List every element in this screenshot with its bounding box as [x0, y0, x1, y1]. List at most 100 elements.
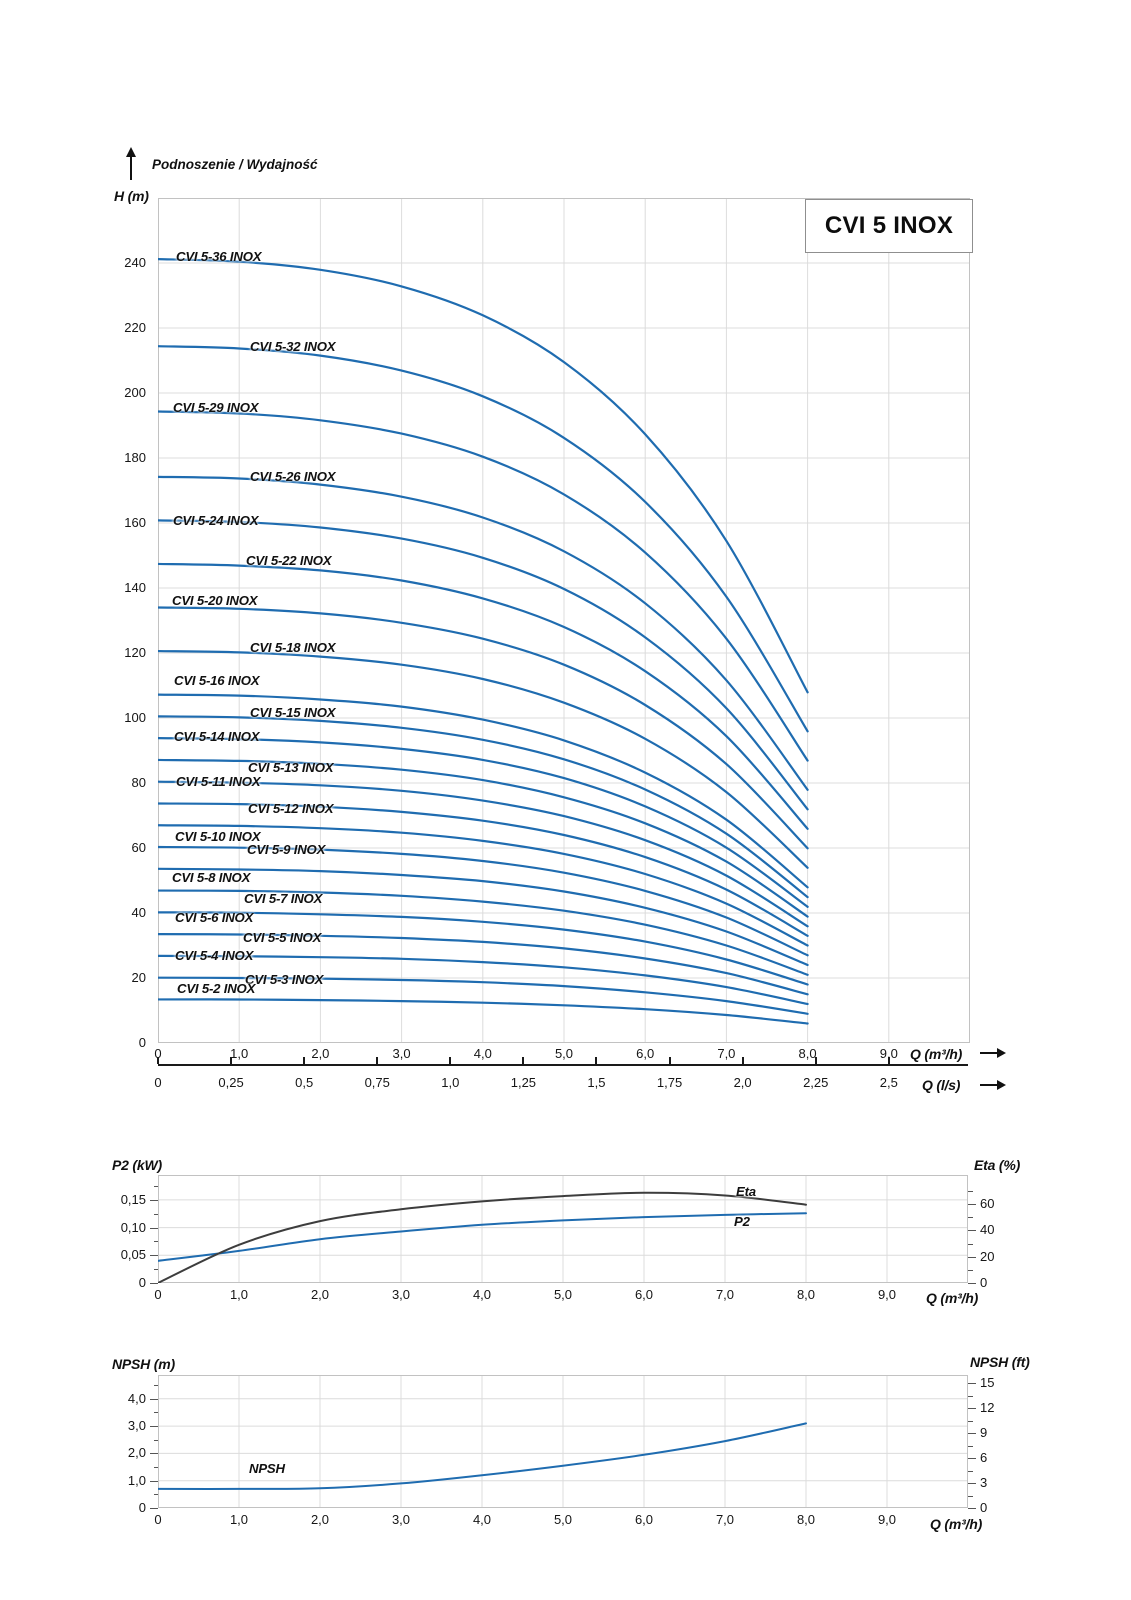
- ls-tick-label: 1,5: [587, 1075, 606, 1090]
- x-tick-label: 4,0: [473, 1046, 492, 1061]
- curve-label-npsh: NPSH: [249, 1461, 285, 1476]
- q-ls-label: Q (l/s): [922, 1077, 961, 1093]
- npsh-m-tick-label: 4,0: [127, 1390, 146, 1406]
- p2-tick-label: 0,15: [120, 1191, 146, 1207]
- curve-label-cvi-5-22-inox: CVI 5-22 INOX: [246, 553, 332, 568]
- npsh-ft-tick: [968, 1433, 976, 1435]
- ls-axis-tick: [157, 1057, 159, 1064]
- curve-label-cvi-5-18-inox: CVI 5-18 INOX: [250, 640, 336, 655]
- x-tick-label: 0: [154, 1046, 162, 1061]
- eta-tick: [968, 1230, 976, 1232]
- p2-axis-label: P2 (kW): [112, 1157, 162, 1173]
- x-tick-label: 8,0: [796, 1512, 816, 1527]
- curve-label-cvi-5-3-inox: CVI 5-3 INOX: [245, 972, 324, 987]
- plot-border: [158, 1175, 968, 1283]
- curve-path-cvi-5-26-inox: [158, 475, 809, 791]
- ls-tick-label: 1,25: [510, 1075, 537, 1090]
- p2-tick-label: 0,10: [120, 1219, 146, 1235]
- eta-minor-tick: [968, 1190, 973, 1192]
- x-tick-label: 1,0: [230, 1046, 249, 1061]
- q-m3h-label-main: Q (m³/h): [910, 1046, 963, 1062]
- curve-label-cvi-5-32-inox: CVI 5-32 INOX: [250, 339, 336, 354]
- curve-path-cvi-5-4-inox: [158, 954, 809, 1006]
- npsh-ft-tick: [968, 1383, 976, 1385]
- head-chart-canvas: [158, 198, 970, 1043]
- curve-path-cvi-5-20-inox: [158, 606, 809, 850]
- npsh-ft-tick: [968, 1458, 976, 1460]
- x-tick-label: 6,0: [634, 1287, 654, 1302]
- y-tick-label: 60: [131, 840, 146, 855]
- curve-label-cvi-5-4-inox: CVI 5-4 INOX: [175, 948, 254, 963]
- y-tick-label: 220: [124, 320, 146, 335]
- npsh-m-tick: [150, 1398, 158, 1400]
- npsh-ft-axis-label: NPSH (ft): [970, 1354, 1030, 1370]
- x-tick-label: 0: [154, 1287, 162, 1302]
- plot-border: [158, 198, 970, 1043]
- curve-path-cvi-5-11-inox: [158, 802, 809, 937]
- curve-label-cvi-5-29-inox: CVI 5-29 INOX: [173, 400, 259, 415]
- curve-label-eta: Eta: [736, 1184, 756, 1199]
- x-tick-label: 3,0: [391, 1287, 411, 1302]
- npsh-m-minor-tick: [154, 1467, 158, 1469]
- right-arrow-icon-2: [980, 1080, 1006, 1090]
- ls-axis-tick: [741, 1057, 744, 1064]
- p2-tick: [150, 1227, 158, 1229]
- curve-path-eta: [158, 1191, 807, 1283]
- npsh-m-tick-label: 0: [138, 1500, 146, 1515]
- p2-tick: [150, 1255, 158, 1257]
- ls-axis-tick: [303, 1057, 306, 1064]
- curve-label-p2: P2: [734, 1214, 750, 1229]
- curve-label-cvi-5-15-inox: CVI 5-15 INOX: [250, 705, 336, 720]
- ls-axis-tick: [887, 1057, 890, 1064]
- npsh-m-minor-tick: [154, 1412, 158, 1414]
- curve-path-cvi-5-13-inox: [158, 758, 809, 918]
- npsh-ft-minor-tick: [968, 1470, 973, 1472]
- y-tick-label: 200: [124, 385, 146, 400]
- curve-label-cvi-5-13-inox: CVI 5-13 INOX: [248, 760, 334, 775]
- eta-tick: [968, 1204, 976, 1205]
- curve-label-cvi-5-7-inox: CVI 5-7 INOX: [244, 891, 323, 906]
- ls-tick-label: 1,0: [441, 1075, 460, 1090]
- curve-label-cvi-5-10-inox: CVI 5-10 INOX: [175, 829, 261, 844]
- curve-label-cvi-5-5-inox: CVI 5-5 INOX: [243, 930, 322, 945]
- npsh-ft-tick-label: 9: [980, 1425, 988, 1441]
- plot-border: [158, 1375, 968, 1508]
- y-tick-label: 120: [124, 645, 146, 660]
- npsh-ft-minor-tick: [968, 1395, 973, 1397]
- up-arrow-line: [130, 156, 132, 180]
- curve-path-cvi-5-3-inox: [158, 976, 809, 1015]
- p2-minor-tick: [154, 1213, 158, 1215]
- y-tick-label: 40: [131, 905, 146, 920]
- model-title: CVI 5 INOX: [824, 212, 954, 239]
- p2-tick-label: 0: [138, 1275, 146, 1290]
- x-tick-label: 2,0: [310, 1512, 330, 1527]
- y-tick-label: 20: [131, 970, 146, 985]
- y-tick-label: 80: [131, 775, 146, 790]
- y-tick-label: 160: [124, 515, 146, 530]
- y-tick-label: 240: [124, 255, 146, 270]
- h-axis-label: H (m): [114, 188, 149, 204]
- ls-tick-label: 0: [154, 1075, 162, 1090]
- curve-label-cvi-5-14-inox: CVI 5-14 INOX: [174, 729, 260, 744]
- x-tick-label: 6,0: [634, 1512, 654, 1527]
- npsh-ft-minor-tick: [968, 1495, 973, 1497]
- x-tick-label: 9,0: [877, 1287, 897, 1302]
- curve-path-cvi-5-7-inox: [158, 889, 809, 976]
- power-chart-canvas: [158, 1175, 968, 1283]
- npsh-ft-minor-tick: [968, 1445, 973, 1447]
- eta-minor-tick: [968, 1269, 973, 1271]
- x-tick-label: 1,0: [229, 1512, 249, 1527]
- npsh-m-tick-label: 3,0: [127, 1418, 146, 1434]
- curve-path-cvi-5-29-inox: [158, 410, 809, 762]
- q-m3h-label-npsh: Q (m³/h): [930, 1516, 983, 1532]
- npsh-m-tick-label: 1,0: [127, 1472, 146, 1488]
- p2-tick: [150, 1283, 158, 1284]
- eta-tick-label: 0: [980, 1275, 988, 1290]
- model-title-box: CVI 5 INOX: [805, 199, 973, 253]
- curve-path-cvi-5-12-inox: [158, 780, 809, 928]
- curve-path-cvi-5-18-inox: [158, 649, 809, 869]
- x-tick-label: 8,0: [798, 1046, 817, 1061]
- up-arrow-head: [126, 147, 136, 157]
- ls-axis-tick: [668, 1057, 671, 1064]
- main-chart-title: Podnoszenie / Wydajność: [152, 157, 318, 172]
